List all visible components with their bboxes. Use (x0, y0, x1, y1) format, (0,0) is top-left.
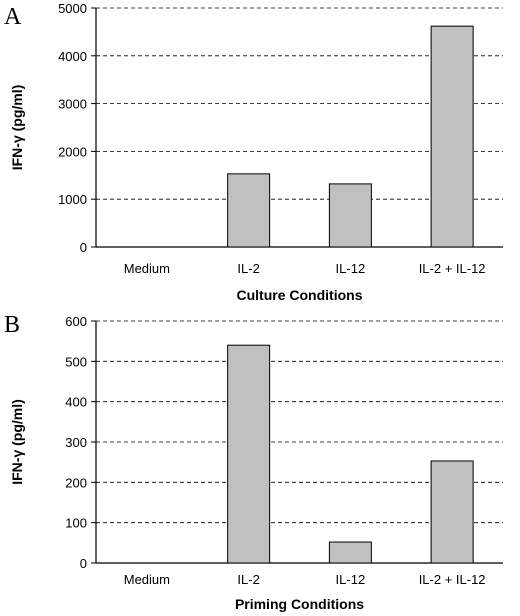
y-tick-label: 100 (65, 516, 87, 531)
y-tick-label: 3000 (58, 97, 87, 112)
bar (430, 460, 474, 564)
y-tick-label: 200 (65, 475, 87, 490)
x-tick-label: IL-2 + IL-12 (419, 572, 486, 587)
bar (328, 183, 372, 248)
x-axis-title: Priming Conditions (235, 596, 364, 612)
y-tick-label: 2000 (58, 144, 87, 159)
y-tick-label: 300 (65, 435, 87, 450)
y-tick-label: 400 (65, 395, 87, 410)
bar (227, 344, 271, 564)
bar (328, 541, 372, 564)
panel-label: B (4, 312, 20, 338)
x-tick-label: IL-12 (336, 572, 366, 587)
x-tick-label: IL-2 + IL-12 (419, 261, 486, 276)
x-tick-label: IL-12 (336, 261, 366, 276)
y-tick-label: 500 (65, 354, 87, 369)
y-axis-title: IFN-γ (pg/ml) (9, 399, 25, 485)
y-tick-label: 5000 (58, 1, 87, 16)
x-tick-label: Medium (124, 261, 170, 276)
chart-panel-a: A 0 1000 2000 3000 4000 5000 Medium IL-2 IL-12 IL-… (4, 1, 503, 303)
x-tick-label: IL-2 (237, 261, 259, 276)
y-axis-title: IFN-γ (pg/ml) (9, 85, 25, 171)
y-tick-label: 600 (65, 314, 87, 329)
panel-label: A (4, 4, 22, 30)
x-axis-title: Culture Conditions (237, 287, 363, 303)
bar (227, 173, 271, 248)
chart-panel-b: B 0 100 200 300 400 500 600 Medium IL-2 IL-12 IL-2 … (4, 312, 503, 612)
y-tick-label: 1000 (58, 192, 87, 207)
x-tick-label: Medium (124, 572, 170, 587)
y-tick-label: 4000 (58, 49, 87, 64)
bar (430, 25, 474, 248)
y-tick-label: 0 (80, 556, 87, 571)
y-tick-label: 0 (80, 240, 87, 255)
x-tick-label: IL-2 (237, 572, 259, 587)
